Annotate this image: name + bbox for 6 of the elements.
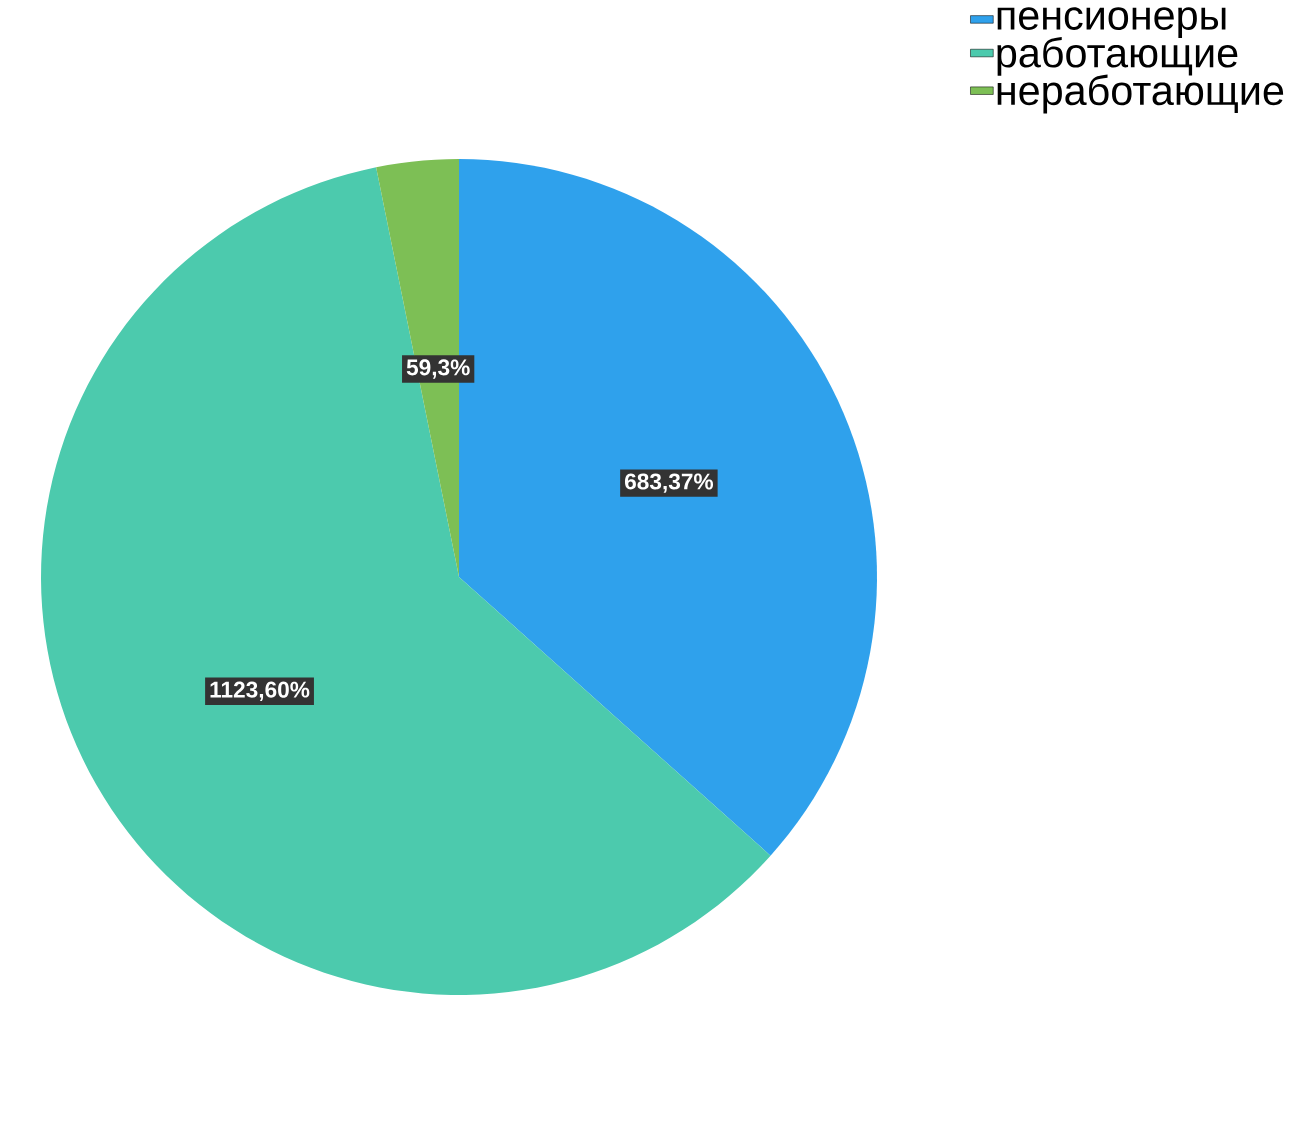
legend-label: работающие: [997, 36, 1238, 76]
legend-label: пенсионеры: [997, 7, 1226, 39]
data-label: 1123,60%: [210, 681, 310, 701]
legend-label: неработающие: [997, 74, 1284, 114]
data-label: 683,37%: [624, 473, 714, 493]
data-label: 59,3%: [406, 359, 470, 379]
